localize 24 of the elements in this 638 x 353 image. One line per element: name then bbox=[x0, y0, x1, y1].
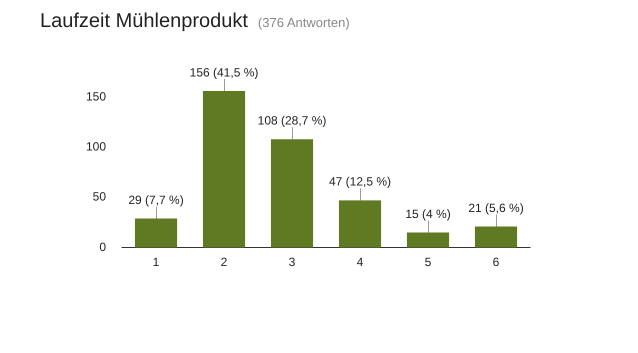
chart-subtitle: (376 Antworten) bbox=[258, 15, 350, 30]
chart-title: Laufzeit Mühlenprodukt bbox=[40, 10, 248, 33]
data-label: 21 (5,6 %) bbox=[468, 200, 524, 215]
data-label: 29 (7,7 %) bbox=[128, 192, 184, 207]
bar bbox=[270, 139, 314, 248]
y-tick-label: 100 bbox=[86, 140, 106, 154]
x-tick-label: 2 bbox=[220, 255, 228, 270]
x-tick-label: 1 bbox=[152, 255, 160, 270]
bar bbox=[202, 91, 246, 248]
x-tick-label: 6 bbox=[492, 255, 500, 270]
y-tick-label: 0 bbox=[99, 240, 106, 254]
data-label: 47 (12,5 %) bbox=[328, 174, 392, 189]
bar bbox=[338, 200, 382, 248]
x-tick-label: 4 bbox=[356, 255, 364, 270]
x-tick-label: 3 bbox=[288, 255, 296, 270]
bar bbox=[406, 232, 450, 248]
y-tick-label: 50 bbox=[92, 190, 106, 204]
y-tick-label: 150 bbox=[86, 89, 106, 104]
x-tick-label: 5 bbox=[424, 255, 432, 270]
data-label: 156 (41,5 %) bbox=[190, 65, 258, 80]
data-label: 108 (28,7 %) bbox=[258, 114, 326, 128]
bar bbox=[134, 218, 178, 248]
bar bbox=[474, 226, 518, 248]
data-label: 15 (4 %) bbox=[405, 206, 451, 221]
